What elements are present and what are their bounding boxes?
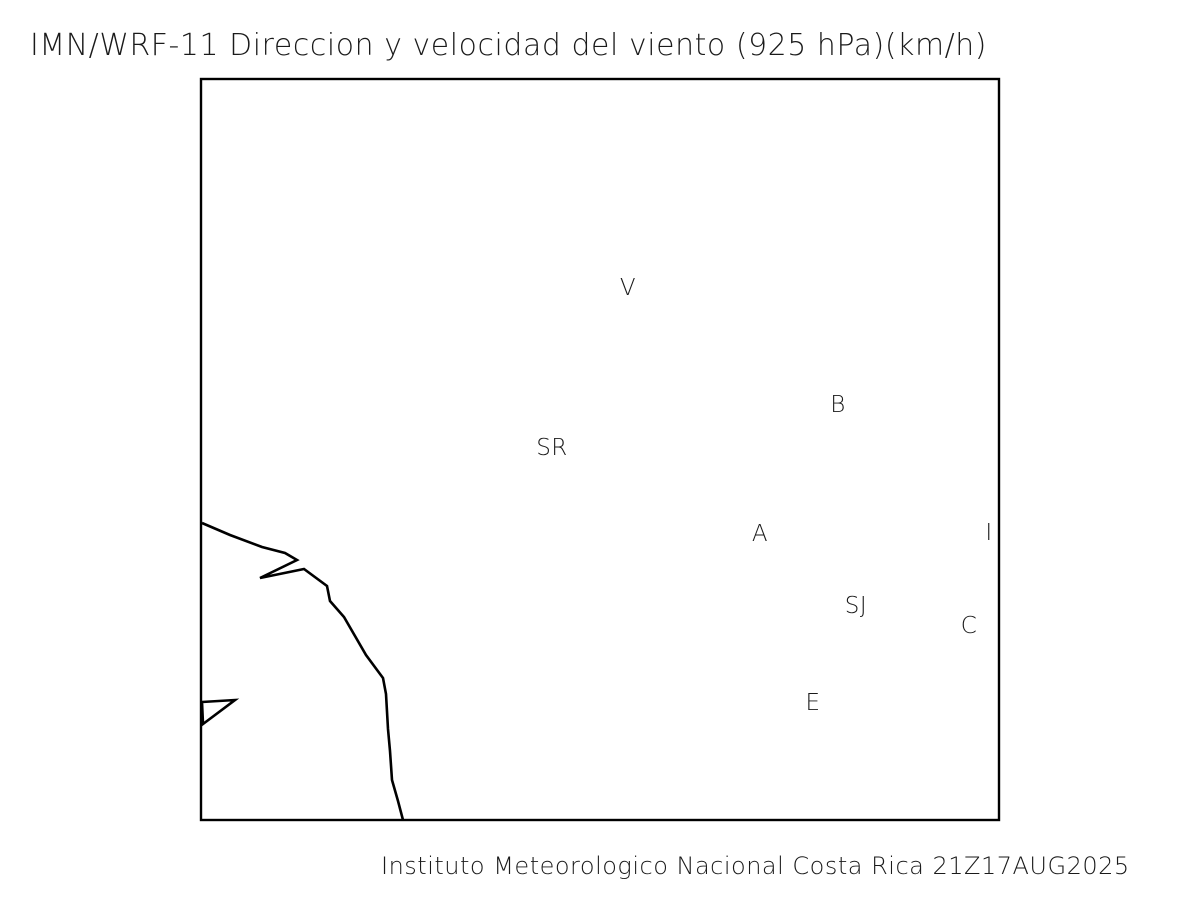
station-label-b: B xyxy=(830,392,846,418)
map-frame-border xyxy=(199,77,1001,822)
coastline-group xyxy=(200,521,405,821)
station-label-c: C xyxy=(961,613,978,639)
footer-credit: Instituto Meteorologico Nacional Costa R… xyxy=(381,852,1130,880)
station-label-a: A xyxy=(752,521,768,547)
station-label-e: E xyxy=(805,690,820,716)
station-label-sr: SR xyxy=(536,435,568,461)
page-title: IMN/WRF-11 Direccion y velocidad del vie… xyxy=(30,28,988,63)
station-labels: V B SR A I SJ C E xyxy=(536,275,992,716)
station-label-sj: SJ xyxy=(845,593,867,619)
coastline-path xyxy=(201,521,405,821)
coastline-peninsula-path xyxy=(200,698,240,727)
station-label-i: I xyxy=(985,520,992,546)
station-label-v: V xyxy=(620,275,636,301)
